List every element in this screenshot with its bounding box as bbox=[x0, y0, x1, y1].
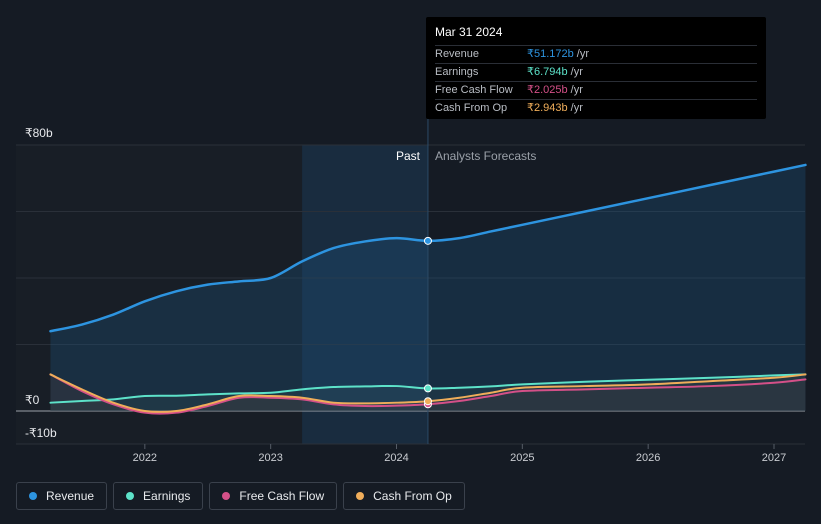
tooltip-row-revenue: Revenue ₹51.172b /yr bbox=[435, 45, 757, 63]
tooltip-date: Mar 31 2024 bbox=[435, 25, 503, 39]
earnings-marker bbox=[423, 384, 432, 393]
data-tooltip: Mar 31 2024 Revenue ₹51.172b /yr Earning… bbox=[426, 17, 766, 119]
legend-item-revenue[interactable]: Revenue bbox=[16, 482, 108, 510]
y-tick-label-zero: ₹0 bbox=[25, 393, 40, 407]
hover-markers bbox=[423, 236, 432, 409]
x-tick-label: 2026 bbox=[636, 452, 660, 464]
legend-label: Cash From Op bbox=[373, 489, 452, 503]
tooltip-row-free-cash-flow: Free Cash Flow ₹2.025b /yr bbox=[435, 81, 757, 99]
tooltip-unit: /yr bbox=[570, 66, 583, 78]
cash-from-op-line bbox=[49, 373, 807, 413]
x-tick-label: 2023 bbox=[258, 452, 282, 464]
legend-dot-icon bbox=[356, 492, 365, 500]
legend-dot-icon bbox=[126, 492, 135, 500]
x-tick-label: 2022 bbox=[133, 452, 157, 464]
tooltip-label: Cash From Op bbox=[435, 102, 508, 114]
tooltip-label: Earnings bbox=[435, 66, 479, 78]
series-lines bbox=[49, 163, 807, 415]
legend-dot-icon bbox=[29, 492, 37, 500]
tooltip-value: ₹2.943b bbox=[527, 102, 568, 114]
tooltip-value: ₹51.172b bbox=[527, 48, 574, 60]
tooltip-row-earnings: Earnings ₹6.794b /yr bbox=[435, 63, 757, 81]
x-axis-ticks: 2022 2023 2024 2025 2026 2027 bbox=[133, 444, 786, 464]
free-cash-flow-area bbox=[50, 374, 806, 414]
highlight-band bbox=[302, 145, 428, 444]
past-label: Past bbox=[396, 149, 421, 163]
tooltip-unit: /yr bbox=[570, 102, 583, 114]
tooltip-label: Free Cash Flow bbox=[435, 84, 513, 96]
free-cash-flow-line bbox=[49, 373, 807, 415]
legend-item-free-cash-flow[interactable]: Free Cash Flow bbox=[209, 482, 338, 510]
legend-dot-icon bbox=[222, 492, 231, 500]
y-tick-label-top: ₹80b bbox=[25, 126, 53, 140]
tooltip-unit: /yr bbox=[576, 48, 589, 60]
tooltip-row-cash-from-op: Cash From Op ₹2.943b /yr bbox=[435, 99, 757, 117]
x-tick-label: 2027 bbox=[762, 452, 786, 464]
legend-label: Free Cash Flow bbox=[239, 489, 325, 503]
tooltip-value: ₹6.794b bbox=[527, 66, 568, 78]
x-tick-label: 2025 bbox=[510, 452, 534, 464]
tooltip-unit: /yr bbox=[570, 84, 583, 96]
tooltip-label: Revenue bbox=[435, 48, 480, 60]
chart-legend: Revenue Earnings Free Cash Flow Cash Fro… bbox=[16, 482, 465, 510]
legend-item-earnings[interactable]: Earnings bbox=[113, 482, 204, 510]
earnings-line bbox=[49, 373, 807, 404]
revenue-marker bbox=[423, 236, 432, 245]
legend-label: Earnings bbox=[143, 489, 191, 503]
forecast-label: Analysts Forecasts bbox=[435, 149, 537, 163]
y-tick-label-bottom: -₹10b bbox=[25, 426, 57, 440]
legend-item-cash-from-op[interactable]: Cash From Op bbox=[343, 482, 465, 510]
x-tick-label: 2024 bbox=[384, 452, 408, 464]
tooltip-value: ₹2.025b bbox=[527, 84, 568, 96]
revenue-line bbox=[49, 163, 807, 333]
legend-label: Revenue bbox=[46, 489, 95, 503]
cash-from-op-area bbox=[50, 374, 806, 412]
financial-chart: 2022 2023 2024 2025 2026 2027 bbox=[16, 118, 807, 464]
cash-from-op-marker bbox=[423, 397, 432, 406]
